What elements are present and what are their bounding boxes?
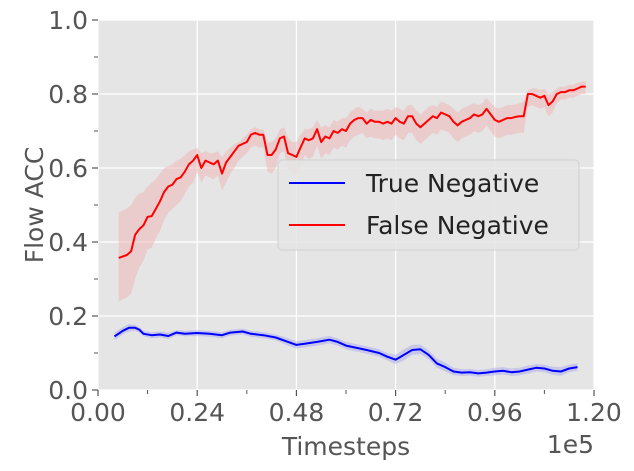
x-tick-label: 0.72 (368, 398, 424, 427)
confidence-bands (114, 81, 586, 377)
legend: True Negative False Negative (277, 159, 580, 251)
y-tick-label: 0.0 (48, 376, 88, 405)
x-tick-label: 0.96 (467, 398, 523, 427)
y-axis-label: Flow ACC (20, 147, 49, 264)
y-tick-label: 1.0 (48, 6, 88, 35)
band-false-negative (118, 81, 586, 302)
legend-label-true-negative: True Negative (365, 169, 539, 198)
y-tick-label: 0.8 (48, 80, 88, 109)
y-tick-label: 0.6 (48, 154, 88, 183)
y-tick-label: 0.4 (48, 228, 88, 257)
x-tick-label: 0.00 (70, 398, 126, 427)
band-true-negative (114, 324, 578, 377)
x-tick-label: 1.20 (566, 398, 622, 427)
axis-ticks: 0.00 0.24 0.48 0.72 0.96 1.20 0.0 0.2 0.4 0.6 0.8 1… (48, 6, 622, 427)
y-tick-label: 0.2 (48, 302, 88, 331)
x-axis-label: Timesteps (281, 432, 410, 461)
series-line-true-negative (113, 326, 578, 375)
series-lines (113, 85, 586, 375)
legend-label-false-negative: False Negative (366, 211, 549, 240)
series-line-false-negative (118, 85, 586, 259)
legend-box (277, 159, 580, 251)
x-tick-label: 0.48 (269, 398, 325, 427)
x-axis-offset-text: 1e5 (547, 430, 594, 459)
x-tick-label: 0.24 (169, 398, 225, 427)
